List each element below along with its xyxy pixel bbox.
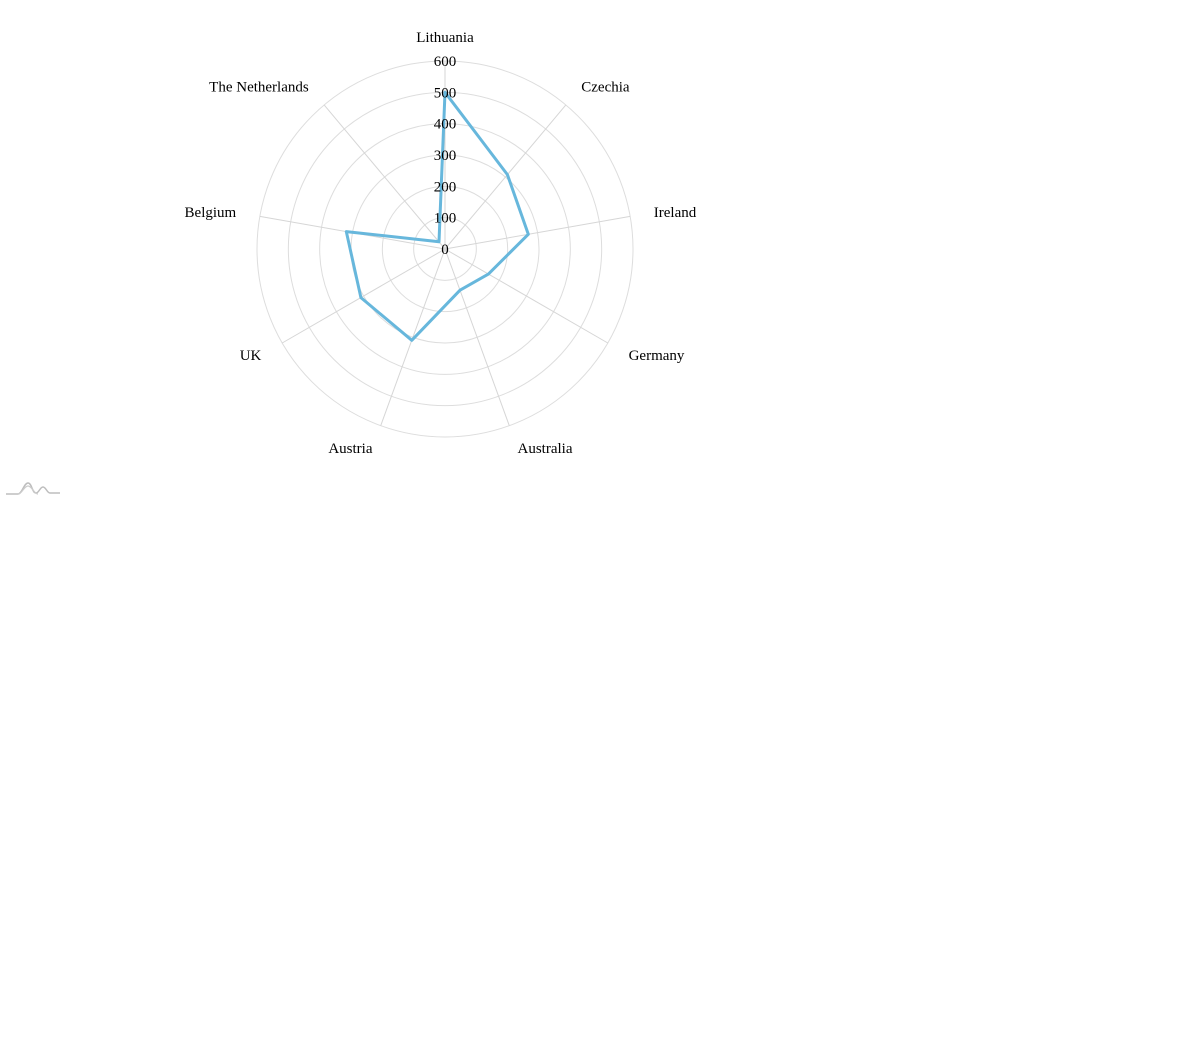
category-label: Czechia [581, 80, 630, 96]
data-point[interactable] [358, 295, 364, 301]
category-label: Germany [629, 348, 685, 364]
radar-chart: 0 100 200 300 400 500 600 Lithuania Czechia Irel… [185, 30, 697, 457]
category-label: Australia [518, 441, 573, 457]
category-label: Lithuania [416, 30, 474, 46]
series-line[interactable] [344, 90, 530, 342]
radial-tick-label: 500 [434, 85, 457, 101]
series-layer [343, 90, 531, 343]
data-point[interactable] [504, 172, 510, 178]
category-label: The Netherlands [209, 80, 309, 96]
radial-tick-labels: 0 100 200 300 400 500 600 [434, 54, 457, 258]
grid-spoke [444, 215, 631, 250]
data-point[interactable] [457, 287, 463, 293]
category-labels: Lithuania Czechia Ireland Germany Australia A… [185, 30, 697, 457]
amcharts-logo-icon[interactable] [4, 478, 62, 498]
radial-tick-label: 0 [441, 242, 449, 258]
data-point[interactable] [525, 231, 531, 237]
category-label: Belgium [185, 205, 237, 221]
radial-tick-label: 600 [434, 54, 457, 70]
category-label: Austria [328, 441, 373, 457]
grid-spoke [323, 104, 446, 250]
grid-spoke [281, 248, 446, 344]
category-label: Ireland [654, 205, 697, 221]
radial-tick-label: 200 [434, 179, 457, 195]
grid-spoke [444, 248, 609, 344]
radial-tick-label: 100 [434, 211, 457, 227]
radial-tick-label: 400 [434, 117, 457, 133]
data-point[interactable] [485, 271, 491, 277]
grid-spoke [444, 248, 510, 426]
data-point[interactable] [409, 337, 415, 343]
category-label: UK [240, 348, 262, 364]
radial-tick-label: 300 [434, 148, 457, 164]
data-point[interactable] [343, 229, 349, 235]
grid-spoke [444, 104, 567, 250]
